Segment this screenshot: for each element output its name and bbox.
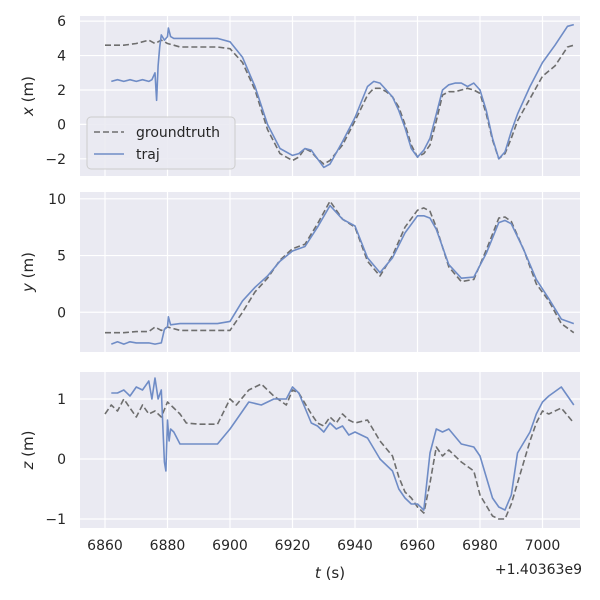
panel-x: 6 4 2 0 −2 x (m) groundtruth traj xyxy=(19,14,580,176)
legend: groundtruth traj xyxy=(86,116,236,170)
y-tick-label: 5 xyxy=(57,249,66,265)
x-tick-label: 6860 xyxy=(87,538,123,554)
series-traj-line xyxy=(111,204,575,345)
series-groundtruth-line xyxy=(104,383,575,520)
panel-y: 10 5 0 y (m) xyxy=(19,192,580,352)
y-tick-label: 2 xyxy=(57,83,66,99)
y-tick-label: 1 xyxy=(57,392,66,408)
y-tick-label: 10 xyxy=(48,192,66,208)
x-axis-label: t (s) xyxy=(315,564,345,582)
series-traj-line xyxy=(111,377,575,511)
y-tick-label: 0 xyxy=(57,305,66,321)
plot-background xyxy=(80,192,580,352)
plot-background xyxy=(80,372,580,528)
x-offset-label: +1.40363e9 xyxy=(495,562,582,578)
panel-z: 1 0 −1 z (m) xyxy=(19,372,580,528)
y-tick-label: 0 xyxy=(57,452,66,468)
x-tick-label: 6900 xyxy=(212,538,248,554)
y-tick-label: 6 xyxy=(57,14,66,30)
x-tick-label: 7000 xyxy=(525,538,561,554)
y-axis-label: z (m) xyxy=(19,431,37,471)
y-tick-label: 4 xyxy=(57,49,66,65)
x-tick-label: 6880 xyxy=(150,538,186,554)
series-traj-line xyxy=(111,23,575,169)
y-tick-label: −1 xyxy=(45,512,66,528)
y-tick-label: −2 xyxy=(45,152,66,168)
x-tick-label: 6960 xyxy=(400,538,436,554)
x-tick-label: 6920 xyxy=(275,538,311,554)
x-tick-label: 6940 xyxy=(337,538,373,554)
legend-label-traj: traj xyxy=(136,147,160,163)
x-tick-label: 6980 xyxy=(462,538,498,554)
y-axis-label: x (m) xyxy=(19,76,37,117)
y-axis-label: y (m) xyxy=(19,252,37,293)
legend-label-groundtruth: groundtruth xyxy=(136,125,220,141)
legend-box xyxy=(86,116,236,170)
series-groundtruth-line xyxy=(105,200,575,334)
y-tick-label: 0 xyxy=(57,117,66,133)
